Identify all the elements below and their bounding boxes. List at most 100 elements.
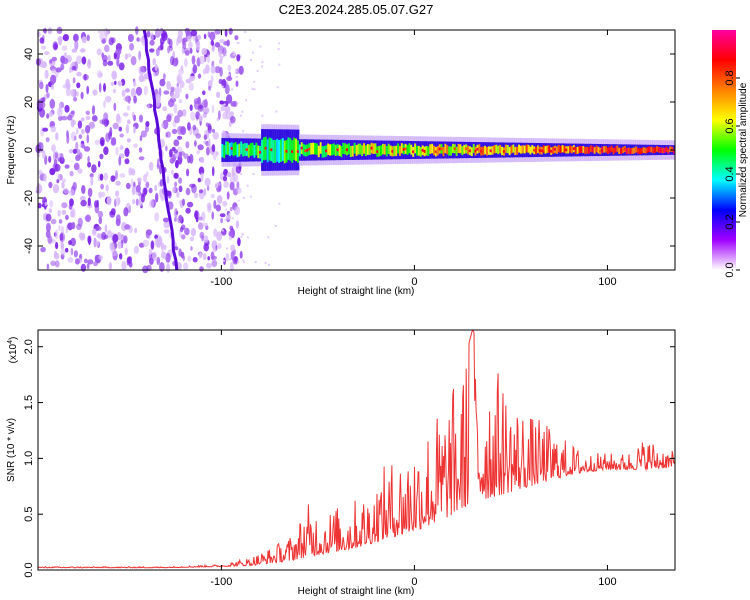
- noise-blob: [143, 173, 148, 183]
- noise-blob: [126, 119, 131, 125]
- noise-speck: [252, 173, 255, 175]
- noise-speck: [228, 213, 231, 216]
- snr-x-ticks: -100 0 100: [210, 330, 617, 588]
- colorbar-tick-label: 0.0: [724, 262, 736, 277]
- noise-speck: [277, 48, 280, 51]
- noise-blob: [87, 59, 92, 69]
- band-core: [249, 143, 253, 156]
- noise-blob: [119, 253, 123, 260]
- band-core: [321, 146, 324, 158]
- noise-blob: [213, 199, 217, 209]
- noise-blob: [39, 37, 45, 44]
- noise-blob: [189, 183, 196, 188]
- noise-blob: [183, 262, 189, 270]
- band-core: [586, 146, 589, 154]
- noise-blob: [195, 216, 199, 223]
- noise-blob: [212, 131, 219, 140]
- band-core: [482, 146, 485, 156]
- band-core: [659, 147, 663, 153]
- noise-blob: [189, 104, 193, 111]
- noise-blob: [177, 125, 184, 135]
- noise-blob: [228, 230, 233, 237]
- band-core: [293, 137, 296, 161]
- band-core: [535, 146, 538, 155]
- noise-blob: [166, 114, 172, 122]
- noise-blob: [195, 41, 201, 51]
- noise-blob: [210, 65, 216, 74]
- noise-blob: [65, 214, 69, 221]
- noise-blob: [200, 172, 204, 182]
- noise-blob: [156, 257, 161, 265]
- noise-blob: [116, 57, 120, 67]
- noise-blob: [176, 191, 180, 198]
- noise-speck: [226, 255, 229, 258]
- band-core: [459, 144, 462, 154]
- band-core: [470, 147, 474, 157]
- band-core: [642, 147, 646, 153]
- band-core: [251, 142, 254, 156]
- band-core: [274, 140, 277, 163]
- noise-blob: [43, 173, 47, 182]
- noise-blob: [173, 87, 180, 93]
- noise-blob: [50, 84, 54, 91]
- noise-blob: [216, 195, 223, 204]
- noise-blob: [76, 223, 82, 231]
- colorbar-tick-label: 0.8: [724, 70, 736, 85]
- noise-blob: [71, 119, 76, 125]
- noise-blob: [96, 233, 102, 239]
- noise-blob: [40, 61, 48, 69]
- noise-blob: [212, 245, 217, 253]
- noise-blob: [236, 187, 242, 194]
- noise-blob: [108, 37, 114, 46]
- noise-blob: [50, 125, 57, 133]
- noise-speck: [250, 59, 252, 61]
- noise-blob: [68, 149, 74, 154]
- band-core: [593, 147, 597, 154]
- noise-blob: [173, 172, 179, 179]
- noise-speck: [221, 104, 224, 107]
- band-core: [385, 146, 389, 157]
- noise-blob: [229, 181, 235, 191]
- noise-blob: [126, 53, 132, 58]
- noise-speck: [251, 87, 254, 90]
- band-core: [478, 144, 481, 153]
- noise-blob: [194, 210, 200, 220]
- noise-blob: [101, 52, 104, 59]
- noise-blob: [201, 222, 208, 227]
- noise-blob: [140, 66, 146, 73]
- noise-blob: [118, 126, 123, 132]
- spectrogram-signal-band: [221, 124, 676, 176]
- noise-blob: [209, 31, 216, 41]
- noise-blob: [182, 198, 185, 206]
- noise-blob: [102, 59, 108, 67]
- noise-blob: [46, 92, 50, 98]
- noise-blob: [51, 144, 56, 152]
- colorbar-label: Normalized spectral amplitude: [738, 82, 749, 217]
- noise-blob: [143, 85, 148, 96]
- band-core: [255, 142, 258, 156]
- noise-blob: [49, 168, 56, 176]
- band-core: [348, 143, 351, 155]
- noise-blob: [133, 245, 139, 254]
- noise-blob: [124, 147, 130, 157]
- noise-blob: [119, 133, 124, 138]
- noise-blob: [76, 148, 81, 156]
- noise-blob: [105, 184, 109, 192]
- band-core: [442, 147, 445, 157]
- noise-blob: [123, 207, 129, 217]
- noise-blob: [115, 170, 118, 180]
- noise-blob: [225, 111, 230, 120]
- noise-blob: [185, 187, 191, 196]
- noise-blob: [37, 169, 43, 176]
- noise-blob: [151, 251, 157, 261]
- band-core: [287, 137, 290, 160]
- noise-blob: [171, 169, 174, 175]
- band-core: [427, 146, 430, 156]
- snr-y-tick-label: 0.0: [23, 562, 35, 577]
- noise-blob: [75, 141, 79, 151]
- snr-series-line: [37, 329, 676, 569]
- band-core: [563, 145, 566, 153]
- noise-blob: [48, 155, 52, 163]
- noise-blob: [98, 191, 103, 199]
- noise-blob: [181, 224, 186, 230]
